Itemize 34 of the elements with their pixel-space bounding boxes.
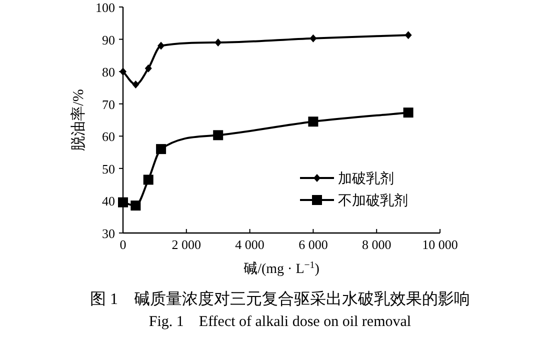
y-axis-title: 脱油率/% — [70, 89, 87, 151]
y-tick-label: 30 — [102, 226, 115, 241]
legend-label: 不加破乳剂 — [338, 193, 408, 209]
caption: 图 1 碱质量浓度对三元复合驱采出水破乳效果的影响 — [90, 290, 470, 308]
x-tick-label: 10 000 — [422, 237, 458, 252]
x-tick-label: 6 000 — [298, 237, 328, 252]
x-tick-label: 4 000 — [235, 237, 264, 252]
x-tick-label: 0 — [120, 237, 126, 252]
point — [308, 116, 318, 127]
point — [130, 200, 141, 211]
point — [120, 68, 126, 76]
point — [404, 31, 412, 40]
point — [144, 64, 152, 72]
y-tick-label: 50 — [102, 161, 115, 176]
point — [213, 130, 224, 140]
x-axis-title: 碱/(mg · L$^{−1}$) — [244, 260, 320, 277]
point — [310, 34, 317, 42]
y-tick-label: 80 — [102, 64, 115, 80]
y-tick-label: 40 — [102, 194, 115, 209]
legend-label: 加破乳剂 — [338, 171, 394, 187]
point — [214, 38, 222, 47]
y-tick-label: 100 — [96, 0, 115, 15]
point — [403, 108, 414, 118]
point — [158, 42, 165, 50]
y-tick-label: 60 — [102, 129, 115, 144]
x-tick-label: 2 000 — [172, 237, 202, 252]
point — [132, 80, 140, 88]
x-tick-label: 8 000 — [362, 237, 392, 252]
point — [118, 197, 128, 208]
point — [156, 144, 166, 154]
point — [143, 174, 154, 185]
caption: Fig. 1 Effect of alkali dose on oil removal — [148, 314, 412, 330]
y-tick-label: 90 — [102, 32, 115, 48]
y-tick-label: 70 — [102, 96, 115, 112]
